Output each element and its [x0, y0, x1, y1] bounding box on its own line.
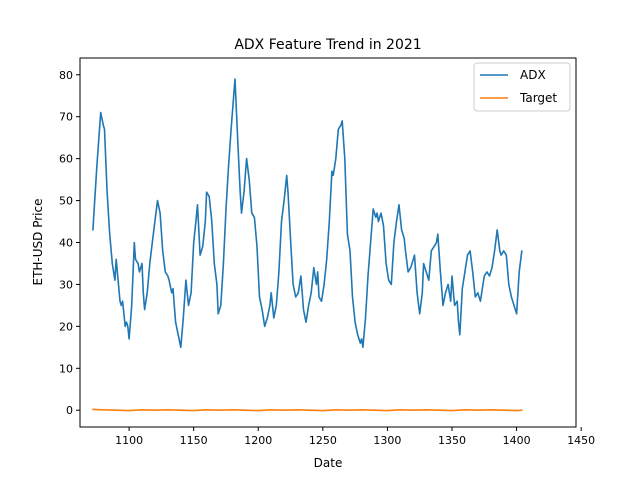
- x-tick-label: 1100: [115, 434, 143, 447]
- x-tick-label: 1300: [373, 434, 401, 447]
- y-tick-label: 20: [59, 320, 73, 333]
- y-axis-label: ETH-USD Price: [31, 199, 45, 286]
- x-tick-label: 1350: [438, 434, 466, 447]
- series-line-target: [92, 408, 523, 412]
- legend: ADX Target: [473, 62, 571, 112]
- y-tick-label: 40: [59, 237, 73, 250]
- y-axis-ticks: 0 10 20 30 40 50 60 70 80: [59, 69, 80, 417]
- x-axis-ticks: 1100 1150 1200 1250 1300 1350 1400 1450: [115, 427, 595, 447]
- y-tick-label: 30: [59, 278, 73, 291]
- y-tick-label: 60: [59, 153, 73, 166]
- series-layer: [92, 78, 523, 412]
- x-tick-label: 1250: [309, 434, 337, 447]
- y-tick-label: 50: [59, 195, 73, 208]
- plot-frame: [79, 57, 577, 428]
- y-tick-label: 70: [59, 111, 73, 124]
- y-tick-label: 0: [66, 404, 73, 417]
- legend-label-target: Target: [519, 91, 557, 105]
- x-tick-label: 1450: [567, 434, 595, 447]
- x-tick-label: 1200: [244, 434, 272, 447]
- chart-title: ADX Feature Trend in 2021: [234, 37, 421, 53]
- y-tick-label: 80: [59, 69, 73, 82]
- legend-label-adx: ADX: [520, 68, 546, 82]
- x-tick-label: 1400: [503, 434, 531, 447]
- y-tick-label: 10: [59, 362, 73, 375]
- x-tick-label: 1150: [180, 434, 208, 447]
- x-axis-label: Date: [314, 456, 343, 470]
- series-line-adx: [92, 78, 523, 349]
